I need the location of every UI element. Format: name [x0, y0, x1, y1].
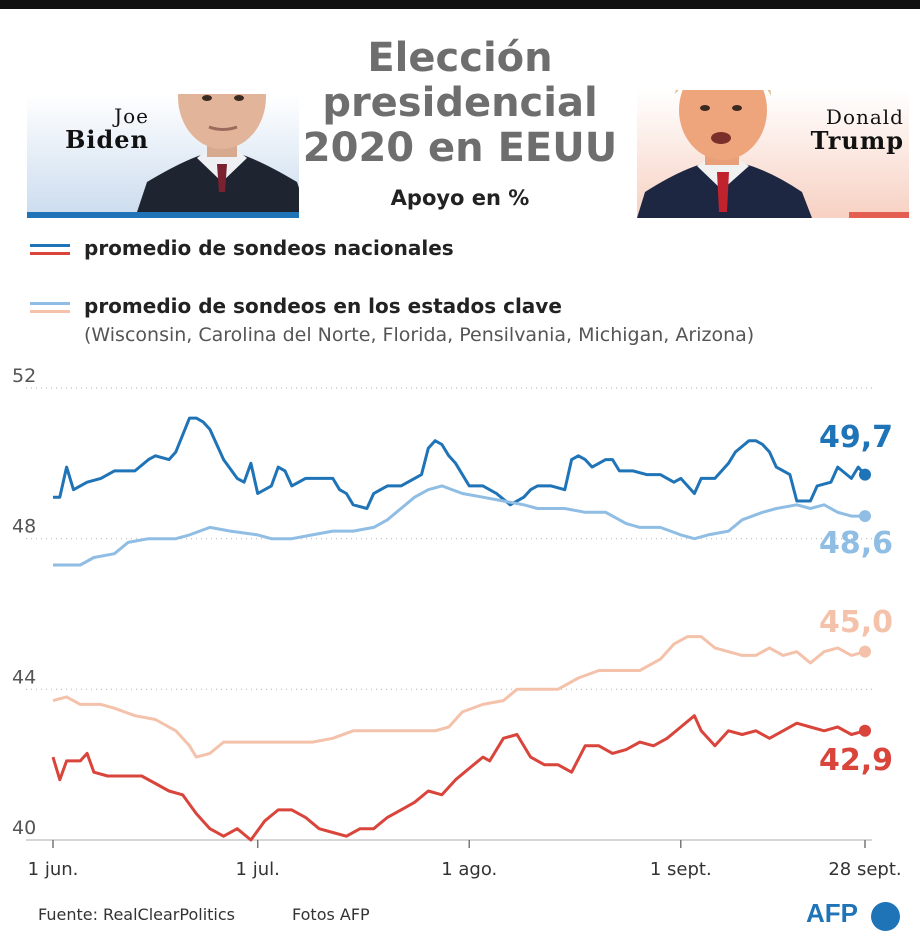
portrait-joe-biden	[137, 94, 299, 212]
series-line-biden_swing	[53, 484, 865, 567]
y-tick-label-40: 40	[12, 817, 36, 839]
afp-logo-dot	[871, 902, 900, 931]
legend-swatch-biden-national	[30, 244, 70, 247]
x-tick-label-3: 1 sept.	[650, 859, 712, 880]
biden-card: Joe Biden	[27, 94, 299, 218]
top-bar	[0, 0, 920, 9]
series-end-label-trump_swing: 45,0	[819, 605, 893, 640]
legend-swatch-trump-swing	[30, 310, 70, 313]
y-tick-label-44: 44	[12, 666, 36, 688]
footer-source: Fuente: RealClearPolitics	[38, 905, 235, 924]
biden-last-name: Biden	[65, 125, 149, 154]
series-end-label-biden_swing: 48,6	[819, 526, 893, 561]
x-tick-label-4: 28 sept.	[828, 859, 901, 880]
legend-swatch-trump-national	[30, 252, 70, 255]
x-tick-label-0: 1 jun.	[28, 859, 79, 880]
series-end-label-trump_national: 42,9	[819, 743, 893, 778]
afp-logo-text: AFP	[806, 898, 858, 928]
legend-swing-note: (Wisconsin, Carolina del Norte, Florida,…	[84, 324, 755, 346]
x-tick-label-1: 1 jul.	[236, 859, 280, 880]
y-tick-label-48: 48	[12, 516, 36, 538]
series-line-trump_swing	[52, 635, 866, 759]
series-end-label-biden_national: 49,7	[819, 420, 893, 455]
legend-swatch-biden-swing	[30, 302, 70, 305]
series-end-point-biden_swing	[859, 510, 871, 523]
trump-first-name: Donald	[825, 105, 904, 129]
trump-card-accent	[849, 212, 909, 218]
series-line-trump_national	[51, 714, 866, 842]
trump-name: Donald Trump	[774, 105, 904, 155]
series-end-point-trump_national	[859, 724, 871, 737]
series-line-biden_national	[53, 416, 867, 510]
footer-photos: Fotos AFP	[292, 905, 370, 924]
x-tick-label-2: 1 ago.	[441, 859, 497, 880]
chart-title: Elección presidencial 2020 en EEUU	[302, 35, 618, 171]
portrait-donald-trump	[637, 90, 812, 218]
trump-card: Donald Trump	[637, 90, 909, 218]
y-tick-label-52: 52	[12, 365, 36, 387]
legend-swing-label: promedio de sondeos en los estados clave	[84, 294, 562, 318]
series-end-point-biden_national	[859, 468, 871, 481]
series-end-point-trump_swing	[859, 645, 871, 658]
biden-name: Joe Biden	[37, 104, 149, 154]
trump-last-name: Trump	[810, 126, 904, 155]
chart-subtitle: Apoyo en %	[390, 186, 530, 210]
biden-first-name: Joe	[114, 104, 149, 128]
legend-national-label: promedio de sondeos nacionales	[84, 236, 454, 260]
